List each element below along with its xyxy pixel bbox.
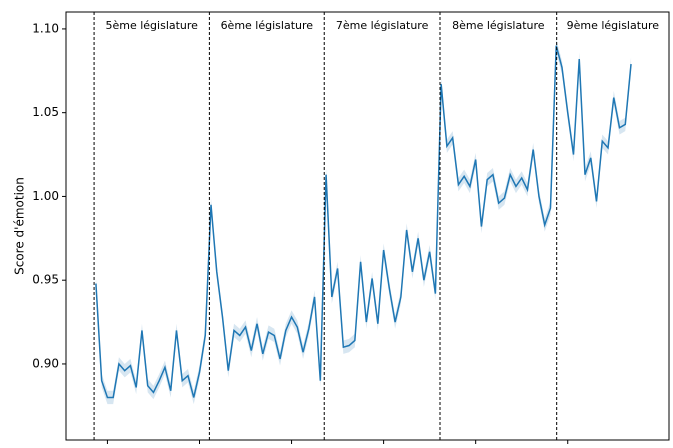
plot-frame (65, 11, 670, 441)
line (95, 45, 632, 399)
period-label: 9ème législature (567, 19, 660, 32)
y-tick-label: 1.00 (32, 189, 59, 203)
x-tick-label: 2000 (92, 447, 123, 448)
x-tick-label: 2012 (368, 447, 399, 448)
y-axis-label: Score d'émotion (13, 177, 27, 275)
x-tick-label: 2008 (276, 447, 307, 448)
y-tick-label: 1.10 (32, 21, 59, 35)
y-tick-label: 1.05 (32, 105, 59, 119)
period-label: 5ème législature (105, 19, 198, 32)
y-tick-label: 0.95 (32, 273, 59, 287)
period-label: 7ème législature (336, 19, 429, 32)
y-tick-label: 0.90 (32, 356, 59, 370)
x-tick-label: 2004 (184, 447, 215, 448)
x-tick-label: 2016 (460, 447, 491, 448)
period-label: 6ème législature (221, 19, 314, 32)
period-label: 8ème législature (452, 19, 545, 32)
confidence-band (95, 38, 632, 405)
x-tick-label: 2020 (552, 447, 583, 448)
